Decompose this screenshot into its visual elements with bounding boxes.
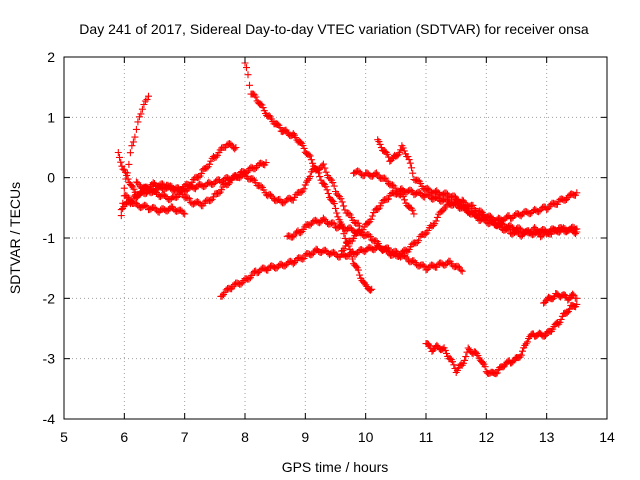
x-tick-label: 6 [120,429,128,445]
y-tick-label: -1 [43,230,56,246]
series-markers [283,196,581,260]
series-track-4 [132,160,364,230]
series-track-9 [338,185,581,255]
x-tick-label: 12 [479,429,495,445]
x-tick-label: 11 [419,429,434,445]
x-tick-label: 7 [181,429,189,445]
x-tick-label: 13 [539,429,555,445]
series-track-13 [540,290,581,307]
x-tick-label: 9 [301,429,309,445]
series-markers [338,185,581,255]
series-markers [117,92,152,220]
x-axis-label: GPS time / hours [282,459,389,475]
y-tick-label: 2 [47,49,55,65]
x-tick-label: 5 [60,429,68,445]
series-markers [540,290,581,307]
y-tick-label: -3 [43,351,56,367]
y-tick-label: 0 [47,170,55,186]
series-track-12 [422,300,581,378]
series-track-11 [374,136,581,240]
series-track-10 [350,167,418,218]
series-track-5 [120,191,189,218]
x-tick-label: 10 [358,429,374,445]
plot-frame [63,56,608,420]
series-track-1 [117,92,152,220]
series-markers [120,191,189,218]
x-tick-label: 14 [599,429,615,445]
series-markers [374,136,581,240]
series-markers [132,160,364,230]
series-markers [350,167,418,218]
y-tick-label: -4 [43,411,56,427]
x-tick-label: 8 [241,429,249,445]
grid [64,57,607,419]
y-axis-label: SDTVAR / TECUs [7,182,23,294]
chart-title: Day 241 of 2017, Sidereal Day-to-day VTE… [79,21,589,37]
y-tick-label: -2 [43,290,56,306]
series-markers [422,300,581,378]
series-track-8 [283,196,581,260]
series-layer [114,59,581,378]
y-tick-label: 1 [47,109,55,125]
